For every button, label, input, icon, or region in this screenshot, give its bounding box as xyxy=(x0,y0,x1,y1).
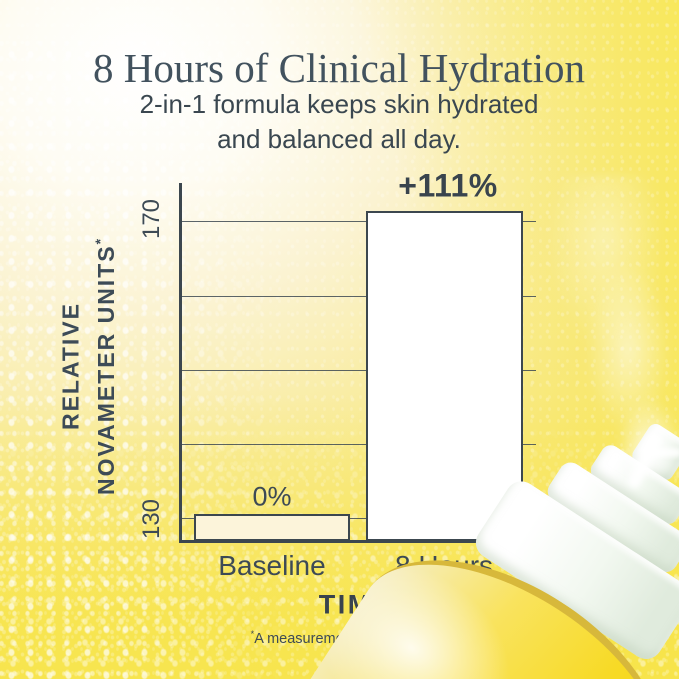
bar-value-8hours: +111% xyxy=(398,167,498,204)
subtitle-line-2: and balanced all day. xyxy=(217,124,461,154)
bar-value-baseline: 0% xyxy=(252,481,292,512)
footnote-marker: * xyxy=(250,629,255,640)
footnote-marker: * xyxy=(92,236,109,245)
bar-baseline xyxy=(194,514,350,541)
y-tick-170: 170 xyxy=(138,198,165,240)
mist-jet-side xyxy=(648,448,679,457)
y-axis-line xyxy=(179,183,182,542)
gridline-140 xyxy=(181,444,536,446)
y-axis-title-line-1: RELATIVE xyxy=(57,301,84,431)
gridline-170 xyxy=(181,221,536,223)
page-title: 8 Hours of Clinical Hydration xyxy=(93,45,585,91)
x-axis-line xyxy=(179,540,537,543)
bar-8hours xyxy=(366,211,523,541)
mist-spray xyxy=(545,175,679,475)
gridline-130 xyxy=(181,518,536,520)
category-label-baseline: Baseline xyxy=(218,550,326,581)
subtitle-line-1: 2-in-1 formula keeps skin hydrated xyxy=(139,89,539,119)
page-subtitle: 2-in-1 formula keeps skin hydrated and b… xyxy=(39,87,639,157)
gridline-150 xyxy=(181,370,536,372)
gridline-160 xyxy=(181,296,536,298)
y-tick-130: 130 xyxy=(138,498,165,540)
y-axis-title-line-2: NOVAMETER UNITS* xyxy=(92,236,119,496)
